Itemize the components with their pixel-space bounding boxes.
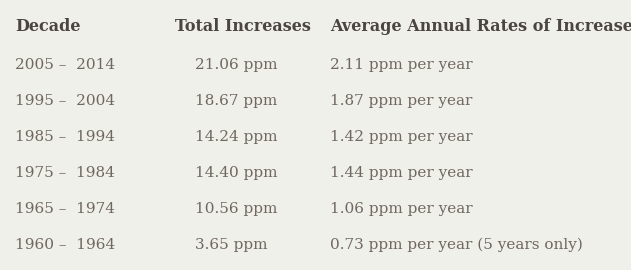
Text: 0.73 ppm per year (5 years only): 0.73 ppm per year (5 years only) <box>330 238 583 252</box>
Text: Average Annual Rates of Increase: Average Annual Rates of Increase <box>330 18 631 35</box>
Text: 2.11 ppm per year: 2.11 ppm per year <box>330 58 473 72</box>
Text: 18.67 ppm: 18.67 ppm <box>195 94 277 108</box>
Text: 1965 –  1974: 1965 – 1974 <box>15 202 115 216</box>
Text: 1.87 ppm per year: 1.87 ppm per year <box>330 94 473 108</box>
Text: 1.44 ppm per year: 1.44 ppm per year <box>330 166 473 180</box>
Text: 1995 –  2004: 1995 – 2004 <box>15 94 115 108</box>
Text: 1.42 ppm per year: 1.42 ppm per year <box>330 130 473 144</box>
Text: 21.06 ppm: 21.06 ppm <box>195 58 278 72</box>
Text: 10.56 ppm: 10.56 ppm <box>195 202 278 216</box>
Text: 2005 –  2014: 2005 – 2014 <box>15 58 115 72</box>
Text: 1985 –  1994: 1985 – 1994 <box>15 130 115 144</box>
Text: 3.65 ppm: 3.65 ppm <box>195 238 268 252</box>
Text: 1.06 ppm per year: 1.06 ppm per year <box>330 202 473 216</box>
Text: 14.24 ppm: 14.24 ppm <box>195 130 278 144</box>
Text: 1975 –  1984: 1975 – 1984 <box>15 166 115 180</box>
Text: 14.40 ppm: 14.40 ppm <box>195 166 278 180</box>
Text: Decade: Decade <box>15 18 81 35</box>
Text: 1960 –  1964: 1960 – 1964 <box>15 238 115 252</box>
Text: Total Increases: Total Increases <box>175 18 311 35</box>
